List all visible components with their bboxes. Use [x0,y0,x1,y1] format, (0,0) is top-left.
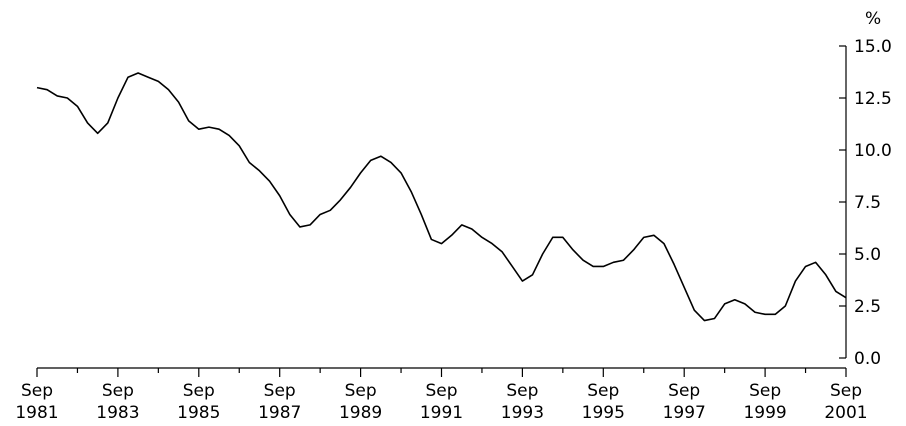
x-tick-label-month: Sep [668,381,700,401]
y-axis: 0.0 2.5 5.0 7.5 10.0 12.5 15.0 [839,37,892,369]
x-tick-label-year: 1985 [177,403,220,423]
x-tick-label-year: 1991 [420,403,463,423]
series-group [36,72,847,322]
y-tick-label: 2.5 [854,297,881,317]
y-tick-label: 5.0 [854,245,881,265]
y-tick-label: 15.0 [854,37,892,57]
x-tick-label-year: 1999 [743,403,786,423]
x-tick-label-year: 2001 [824,403,867,423]
y-tick-label: 0.0 [854,349,881,369]
x-tick-label-month: Sep [21,381,53,401]
x-tick-label-month: Sep [425,381,457,401]
y-tick-label: 7.5 [854,193,881,213]
x-tick-label-month: Sep [183,381,215,401]
x-tick-label-year: 1981 [15,403,58,423]
x-tick-label-year: 1995 [582,403,625,423]
x-tick-label-year: 1983 [96,403,139,423]
x-axis: Sep1981Sep1983Sep1985Sep1987Sep1989Sep19… [15,367,868,423]
x-tick-label-year: 1987 [258,403,301,423]
x-tick-label-month: Sep [506,381,538,401]
x-tick-label-month: Sep [830,381,862,401]
x-tick-label-month: Sep [587,381,619,401]
x-tick-label-month: Sep [345,381,377,401]
series-line [36,72,847,322]
x-tick-label-year: 1997 [663,403,706,423]
x-tick-label-month: Sep [749,381,781,401]
x-tick-label-month: Sep [264,381,296,401]
x-tick-label-year: 1993 [501,403,544,423]
y-tick-label: 12.5 [854,89,892,109]
x-tick-label-year: 1989 [339,403,382,423]
y-axis-unit-label: % [865,9,881,29]
y-tick-label: 10.0 [854,141,892,161]
x-tick-label-month: Sep [102,381,134,401]
